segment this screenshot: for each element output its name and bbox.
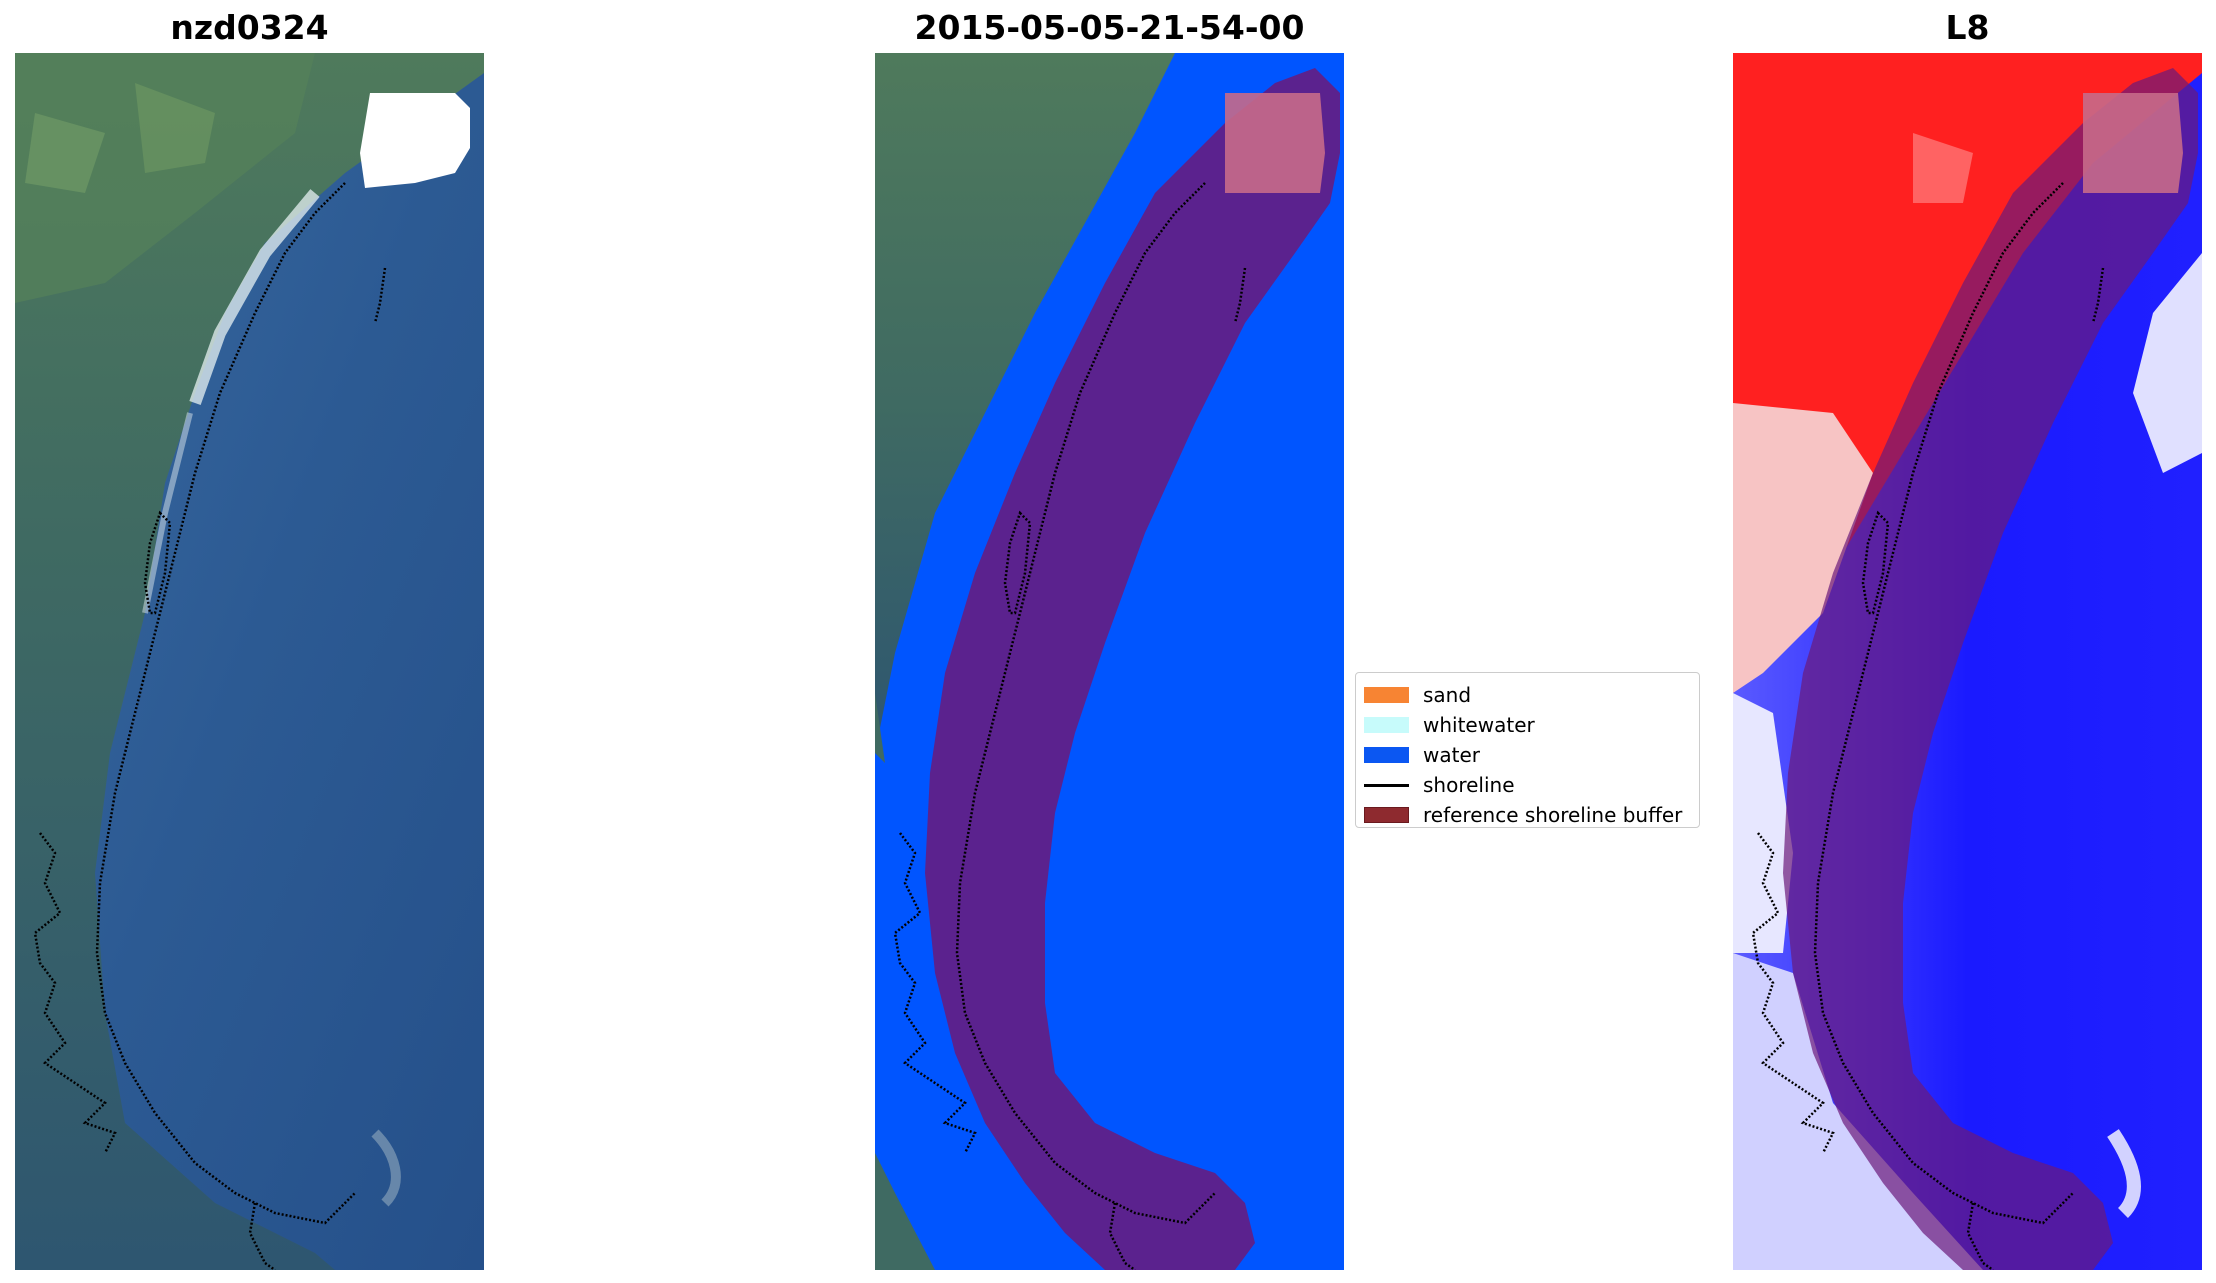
cloud-mask	[1225, 93, 1325, 193]
land-area	[15, 53, 484, 1270]
rgb-image	[15, 53, 484, 1270]
shoreline	[955, 182, 1216, 1225]
reference-shoreline-buffer	[925, 68, 1340, 1270]
legend-item-reference-buffer: reference shoreline buffer	[1364, 800, 1691, 830]
rgb-image-panel	[15, 53, 484, 1270]
classified-image	[875, 53, 1344, 1270]
legend-label: water	[1423, 743, 1480, 767]
legend: sand whitewater water shoreline referenc…	[1355, 672, 1700, 828]
index-image-panel	[1733, 53, 2202, 1270]
shoreline	[1813, 182, 2074, 1225]
legend-label: whitewater	[1423, 713, 1535, 737]
classified-image-panel	[875, 53, 1344, 1270]
legend-item-whitewater: whitewater	[1364, 710, 1691, 740]
legend-swatch-whitewater	[1364, 717, 1409, 733]
legend-swatch-water	[1364, 747, 1409, 763]
legend-label: shoreline	[1423, 773, 1515, 797]
legend-swatch-shoreline	[1364, 783, 1409, 787]
panel-title-index: L8	[1945, 8, 1990, 47]
legend-swatch-sand	[1364, 687, 1409, 703]
legend-item-shoreline: shoreline	[1364, 770, 1691, 800]
legend-swatch-reference-buffer	[1364, 807, 1409, 823]
legend-item-water: water	[1364, 740, 1691, 770]
panel-title-classification: 2015-05-05-21-54-00	[914, 8, 1305, 47]
cloud-mask	[360, 93, 470, 188]
reference-shoreline-buffer	[1783, 68, 2198, 1270]
cloud-mask	[2083, 93, 2183, 193]
shoreline	[95, 182, 356, 1225]
panel-title-image: nzd0324	[170, 8, 329, 47]
legend-label: sand	[1423, 683, 1472, 707]
land-area	[875, 53, 1175, 753]
legend-item-sand: sand	[1364, 680, 1691, 710]
legend-label: reference shoreline buffer	[1423, 803, 1683, 827]
index-image	[1733, 53, 2202, 1270]
